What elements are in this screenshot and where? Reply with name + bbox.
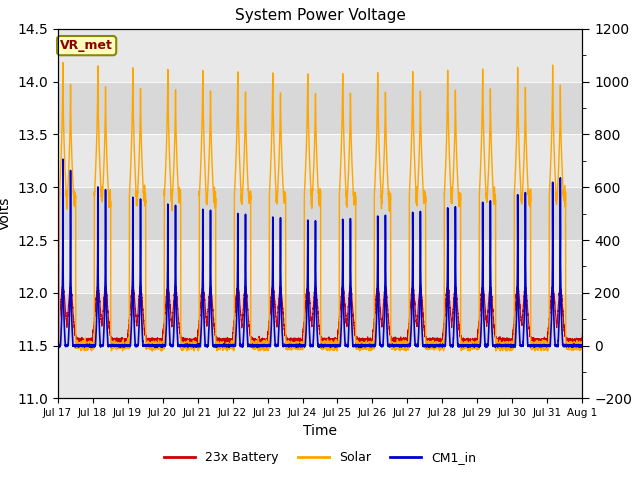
Title: System Power Voltage: System Power Voltage — [235, 9, 405, 24]
Bar — [58, 240, 582, 293]
Bar — [58, 346, 582, 398]
X-axis label: Time: Time — [303, 424, 337, 438]
Bar — [58, 82, 582, 134]
Y-axis label: Volts: Volts — [0, 197, 12, 230]
Bar — [58, 187, 582, 240]
Text: VR_met: VR_met — [60, 39, 113, 52]
Legend: 23x Battery, Solar, CM1_in: 23x Battery, Solar, CM1_in — [159, 446, 481, 469]
Bar — [58, 29, 582, 82]
Bar — [58, 134, 582, 187]
Bar — [58, 293, 582, 346]
